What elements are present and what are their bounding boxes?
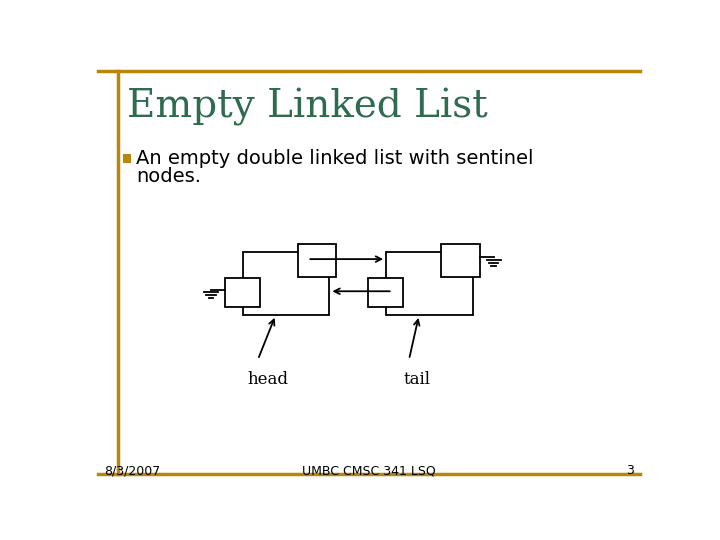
Bar [386, 252, 473, 315]
Text: tail: tail [403, 372, 431, 388]
Text: Empty Linked List: Empty Linked List [127, 88, 488, 126]
Text: head: head [248, 372, 289, 388]
Text: 3: 3 [626, 464, 634, 477]
Bar [225, 278, 260, 307]
Text: An empty double linked list with sentinel: An empty double linked list with sentine… [137, 149, 534, 168]
Bar [368, 278, 403, 307]
Bar [243, 252, 330, 315]
Bar [297, 244, 336, 278]
Bar [122, 154, 131, 163]
Text: UMBC CMSC 341 LSQ: UMBC CMSC 341 LSQ [302, 464, 436, 477]
Text: nodes.: nodes. [137, 167, 202, 186]
Text: 8/3/2007: 8/3/2007 [104, 464, 160, 477]
Bar [441, 244, 480, 278]
